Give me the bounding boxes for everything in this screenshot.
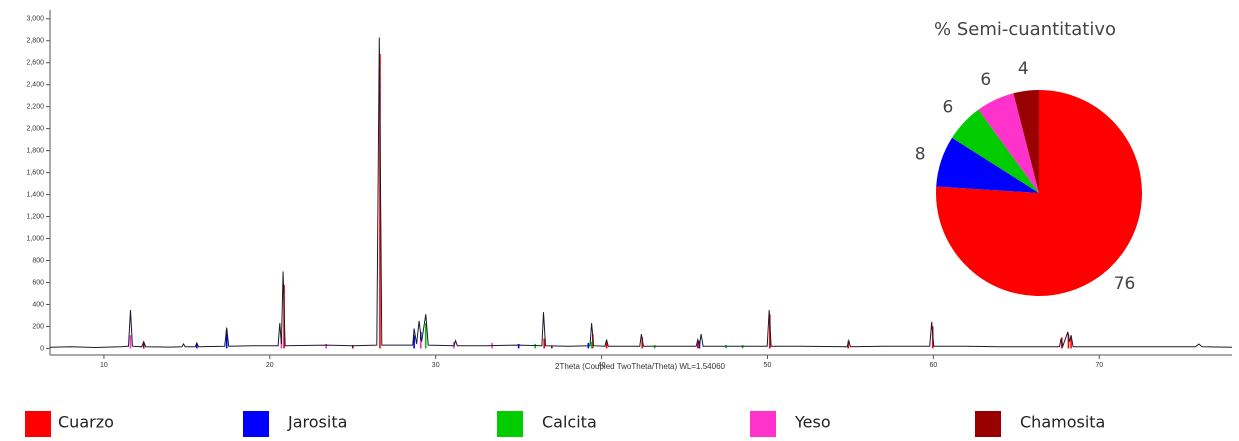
pie-slice: [936, 90, 1143, 296]
pie-label: 6: [980, 70, 991, 90]
y-tick-label: 1,400: [26, 191, 44, 198]
pie-label: 4: [1018, 59, 1029, 79]
y-tick-label: 2,200: [26, 104, 44, 111]
y-tick-label: 1,000: [26, 235, 44, 242]
legend-swatch: [243, 411, 269, 437]
x-tick-label: 30: [432, 362, 440, 369]
pie-slice: [1013, 90, 1039, 193]
y-tick-label: 2,000: [26, 126, 44, 133]
legend-label: Cuarzo: [58, 413, 114, 432]
legend-swatch: [750, 411, 776, 437]
legend-swatch: [497, 411, 523, 437]
pie-slice: [936, 137, 1039, 193]
pie-slice: [978, 93, 1039, 193]
y-tick-label: 3,000: [26, 16, 44, 23]
y-tick-label: 800: [32, 257, 44, 264]
y-tick-label: 400: [32, 301, 44, 308]
y-tick-label: 2,400: [26, 82, 44, 89]
pattern-line: [49, 37, 1233, 349]
pie-label: 76: [1114, 274, 1136, 294]
pie-label: 6: [942, 97, 953, 117]
y-tick-label: 1,600: [26, 169, 44, 176]
legend-label: Chamosita: [1020, 413, 1105, 432]
x-tick-label: 50: [764, 362, 772, 369]
y-tick-label: 1,800: [26, 147, 44, 154]
legend-swatch: [975, 411, 1001, 437]
y-tick-label: 0: [40, 345, 44, 352]
legend-label: Yeso: [794, 413, 831, 432]
x-tick-label: 70: [1095, 362, 1103, 369]
pie-label: 8: [915, 144, 926, 164]
pie-slice: [952, 109, 1039, 193]
legend-swatch: [25, 411, 51, 437]
y-tick-label: 600: [32, 279, 44, 286]
legend-label: Jarosita: [287, 413, 347, 432]
y-tick-label: 200: [32, 323, 44, 330]
x-tick-label: 60: [929, 362, 937, 369]
y-tick-label: 2,600: [26, 60, 44, 67]
legend-label: Calcita: [542, 413, 597, 432]
x-tick-label: 10: [100, 362, 108, 369]
y-tick-label: 2,800: [26, 38, 44, 45]
x-tick-label: 20: [266, 362, 274, 369]
x-axis-label: 2Theta (Coupled TwoTheta/Theta) WL=1.540…: [555, 362, 726, 371]
y-tick-label: 1,200: [26, 213, 44, 220]
x-tick-label: 40: [598, 362, 606, 369]
pie-title: % Semi-cuantitativo: [934, 19, 1116, 40]
